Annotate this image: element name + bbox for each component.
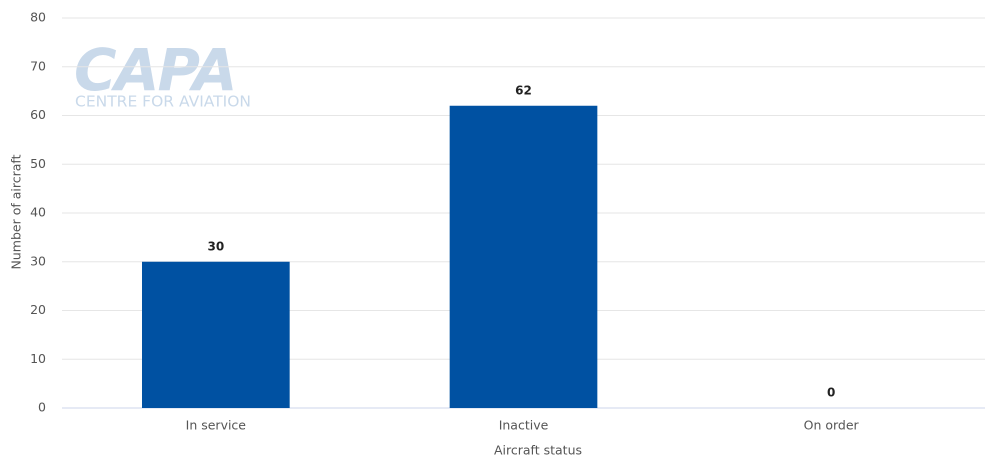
watermark-title: CAPA bbox=[74, 36, 236, 104]
y-tick-label: 50 bbox=[30, 156, 46, 171]
y-axis-label: Number of aircraft bbox=[9, 154, 24, 269]
value-label: 0 bbox=[827, 386, 835, 400]
x-tick-label: On order bbox=[804, 418, 860, 433]
y-tick-label: 60 bbox=[30, 107, 46, 122]
value-label: 30 bbox=[207, 239, 224, 253]
x-axis-label: Aircraft status bbox=[494, 443, 582, 458]
y-tick-label: 40 bbox=[30, 205, 46, 220]
bar bbox=[141, 261, 290, 408]
y-tick-label: 70 bbox=[30, 58, 46, 73]
bar bbox=[449, 105, 598, 408]
y-tick-label: 20 bbox=[30, 302, 46, 317]
y-tick-label: 0 bbox=[38, 400, 46, 415]
value-label: 62 bbox=[515, 83, 532, 97]
y-tick-label: 10 bbox=[30, 351, 46, 366]
x-tick-label: Inactive bbox=[499, 418, 549, 433]
x-tick-label: In service bbox=[186, 418, 247, 433]
y-tick-label: 80 bbox=[30, 10, 46, 25]
y-tick-label: 30 bbox=[30, 253, 46, 268]
watermark-subtitle: CENTRE FOR AVIATION bbox=[75, 93, 251, 111]
